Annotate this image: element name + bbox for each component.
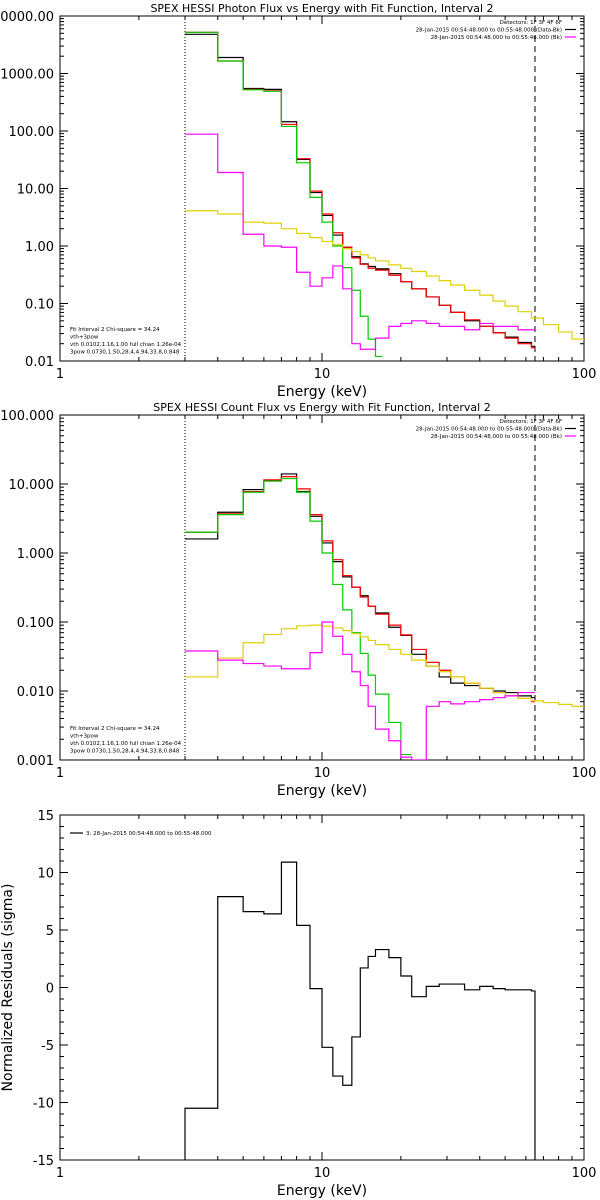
legend-right-entry: Detectors: 1F 3F 4F 6F [500, 20, 562, 26]
y-tick-label: 1000.00 [0, 68, 54, 83]
legend-right-entry: 28-Jan-2015 00:54:48.000 to 00:55:48.000… [416, 28, 562, 34]
series-bk [185, 133, 535, 350]
y-tick-label: 15 [37, 809, 54, 824]
x-tick-label: 10 [314, 367, 331, 382]
x-axis-label: Energy (keV) [277, 1183, 367, 1199]
axes-frame [59, 414, 585, 761]
x-tick-label: 1 [56, 1166, 64, 1181]
y-tick-label: 100.00 [9, 125, 55, 140]
y-tick-label: 0.001 [17, 754, 54, 769]
series-vth-3pow [185, 476, 535, 703]
series-vth-3pow [185, 31, 535, 349]
x-tick-label: 10 [314, 766, 331, 781]
y-tick-label: 5 [46, 924, 54, 939]
chart-residuals: 1 10 100 -15 -10 -5 0 5 10 15 Energy (keV) Normaliz… [0, 809, 596, 1199]
series-vth [185, 31, 383, 358]
y-tick-label: 10.00 [17, 183, 54, 198]
series-3pow [185, 624, 584, 707]
axes-frame [59, 15, 585, 362]
axes-frame [59, 814, 585, 1161]
series-3pow [185, 210, 584, 340]
x-tick-label: 100 [572, 367, 597, 382]
legend-right-entry: 28-Jan-2015 00:54:48.000 to 00:55:48.000… [431, 434, 562, 440]
y-tick-label: 0.010 [17, 685, 54, 700]
y-tick-label: -10 [33, 1097, 54, 1112]
legend-left-entry: vth+3pow [70, 734, 99, 740]
y-tick-label: 10 [37, 867, 54, 882]
y-tick-label: 100.000 [0, 409, 54, 424]
y-tick-label: 0 [46, 982, 54, 997]
x-tick-label: 100 [572, 766, 597, 781]
series-data-bk [185, 473, 535, 699]
y-tick-label: 0.01 [25, 355, 54, 370]
y-tick-label: 1.00 [25, 240, 54, 255]
legend-left-entry: 3pow 0.0730,1.50,28.4,4.94,33.8,0.848 [70, 350, 180, 356]
x-axis-label: Energy (keV) [277, 384, 367, 400]
y-tick-label: 1.000 [17, 547, 54, 562]
x-tick-label: 1 [56, 367, 64, 382]
chart-title: SPEX HESSI Photon Flux vs Energy with Fi… [150, 2, 493, 15]
legend-left-entry: Fit Interval 2 Chi-square = 34.24 [70, 726, 160, 732]
legend-right-entry: 28-Jan-2015 00:54:48.000 to 00:55:48.000… [416, 427, 562, 433]
y-tick-label: 10.000 [9, 478, 55, 493]
series-3-28-jan-2015-00-54-48-000-to-00-55-48-000 [184, 861, 536, 1160]
y-tick-label: -5 [41, 1039, 54, 1054]
legend-left-entry: vth 0.0102,1.16,1.00 full chian 1.26e-04 [70, 342, 182, 348]
chart-photon: SPEX HESSI Photon Flux vs Energy with Fi… [0, 2, 596, 400]
chart-title: SPEX HESSI Count Flux vs Energy with Fit… [153, 401, 490, 414]
chart-count: SPEX HESSI Count Flux vs Energy with Fit… [0, 401, 596, 799]
x-tick-label: 10 [314, 1166, 331, 1181]
series-vth [185, 477, 412, 756]
x-axis-label: Energy (keV) [277, 783, 367, 799]
series-bk [185, 621, 535, 760]
y-tick-label: 0.10 [25, 298, 54, 313]
legend-left-entry: 3: 28-Jan-2015 00:54:48.000 to 00:55:48.… [86, 831, 212, 837]
legend-right-entry: 28-Jan-2015 00:54:48.000 to 00:55:48.000… [431, 35, 562, 41]
legend-left-entry: Fit Interval 2 Chi-square = 34.24 [70, 327, 160, 333]
x-tick-label: 1 [56, 766, 64, 781]
y-axis-label: Normalized Residuals (sigma) [0, 884, 16, 1092]
legend-left-entry: vth+3pow [70, 335, 99, 341]
y-tick-label: -15 [33, 1154, 54, 1169]
x-tick-label: 100 [572, 1166, 597, 1181]
legend-left-entry: 3pow 0.0730,1.50,28.4,4.94,33.8,0.848 [70, 749, 180, 755]
legend-right-entry: Detectors: 1F 3F 4F 6F [500, 419, 562, 425]
y-tick-label: 0.100 [17, 616, 54, 631]
legend-left-entry: vth 0.0102,1.16,1.00 full chian 1.26e-04 [70, 741, 182, 747]
y-tick-label: 10000.00 [0, 10, 54, 25]
